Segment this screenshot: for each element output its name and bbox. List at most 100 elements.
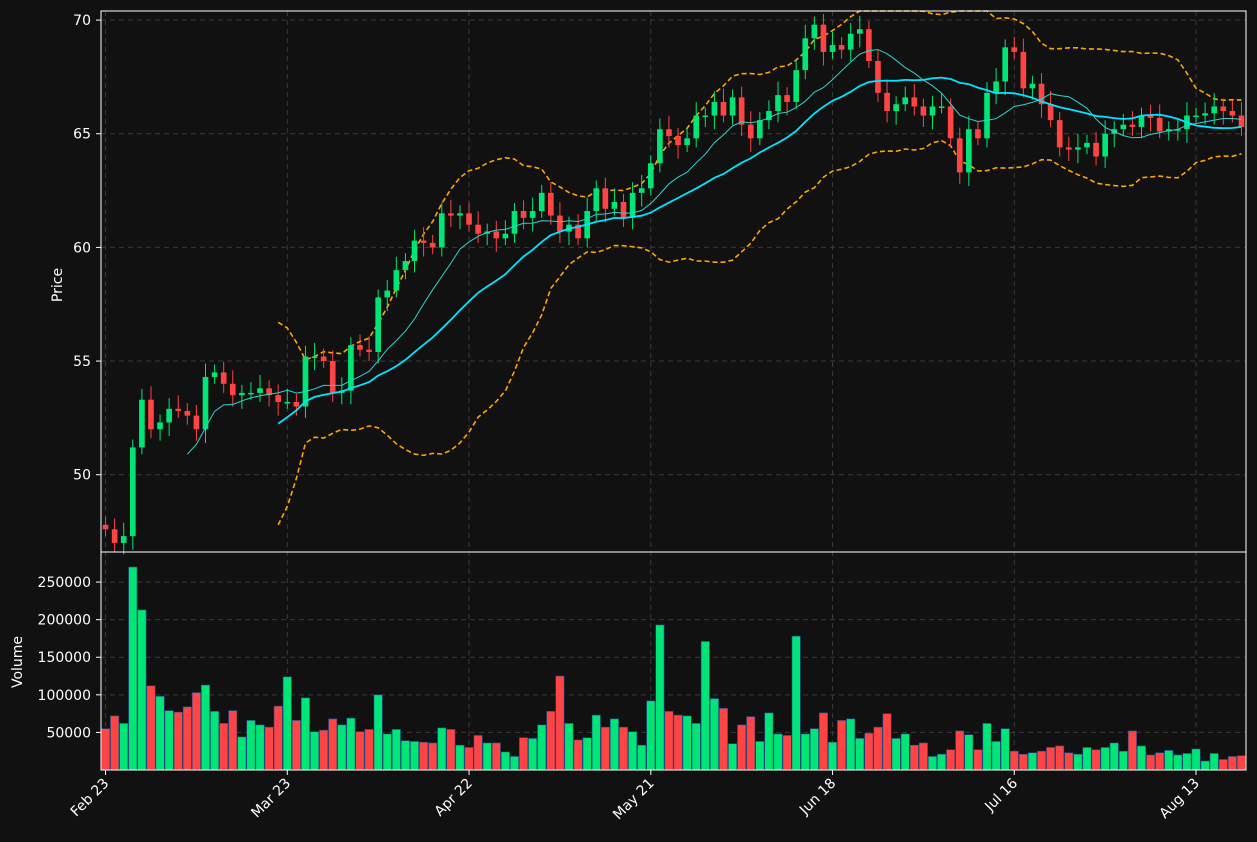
volume-bar [1218, 759, 1228, 771]
volume-bar [646, 700, 656, 771]
volume-bar [1073, 753, 1083, 771]
panel-frames [100, 10, 1247, 771]
candle-body [775, 95, 781, 112]
candle-body [1129, 124, 1136, 127]
candle-body [1202, 113, 1208, 116]
volume-bar [355, 731, 365, 771]
candle-body [202, 376, 209, 430]
candle-body [966, 129, 972, 173]
candle-body [675, 136, 681, 146]
candle-body [1093, 142, 1099, 157]
volume-bar [864, 732, 874, 771]
candle-body [1065, 147, 1072, 150]
volume-bars [101, 566, 1246, 771]
volume-tick-label: 200000 [38, 613, 91, 629]
volume-bar [210, 711, 220, 771]
moving-averages [186, 49, 1242, 455]
volume-bar [482, 742, 492, 771]
candle-body [893, 104, 899, 112]
volume-bar [946, 749, 956, 771]
candle-body [402, 261, 409, 271]
candle-body [784, 95, 790, 102]
volume-tick-label: 150000 [38, 650, 91, 666]
candle-body [329, 361, 336, 393]
candle-body [1120, 124, 1127, 130]
candle-body [229, 383, 236, 396]
candle-body [875, 61, 881, 93]
volume-bar [128, 566, 138, 771]
candle-body [1156, 117, 1163, 132]
volume-bar [891, 738, 901, 771]
candle-body [184, 411, 191, 416]
candle-body [302, 356, 309, 407]
price-axis-label: Price [50, 268, 66, 302]
candle-body [239, 392, 245, 396]
candle-body [1102, 133, 1108, 157]
volume-bar [410, 741, 419, 771]
volume-bar [1055, 745, 1065, 771]
volume-bar [828, 741, 838, 771]
volume-bar [691, 723, 701, 771]
price-tick-label: 65 [73, 127, 91, 143]
candle-body [111, 529, 118, 543]
volume-bar [182, 706, 192, 771]
candle-body [502, 233, 509, 239]
volume-panel-frame [100, 551, 1247, 771]
candle-body [193, 415, 200, 430]
volume-bar [637, 744, 647, 771]
candle-body [257, 388, 263, 393]
volume-bar [982, 723, 992, 771]
volume-bar [273, 705, 283, 771]
price-tick-label: 55 [73, 354, 91, 370]
volume-bar [818, 712, 828, 771]
volume-bar [164, 710, 174, 771]
volume-bar [955, 730, 965, 771]
volume-bar [837, 720, 847, 771]
candle-body [438, 213, 445, 248]
volume-bar [664, 711, 674, 771]
volume-bar [455, 744, 465, 771]
volume-bar [500, 751, 510, 771]
upper-band-line [277, 10, 1242, 361]
candle-body [993, 81, 999, 93]
volume-bar [1173, 754, 1183, 771]
volume-bar [873, 726, 883, 771]
volume-bar [773, 733, 783, 771]
volume-bar [264, 726, 274, 771]
bollinger-bands [277, 10, 1242, 526]
candle-body [375, 297, 381, 352]
candle-body [1238, 115, 1245, 127]
volume-tick-label: 100000 [38, 688, 91, 704]
candle-body [538, 192, 545, 212]
candle-body [220, 372, 227, 384]
volume-bar [391, 729, 401, 771]
candle-body [357, 345, 363, 350]
candle-body [511, 211, 518, 234]
volume-bar [800, 733, 810, 771]
candle-body [1138, 115, 1145, 127]
candle-body [448, 213, 454, 216]
volume-bar [191, 692, 201, 771]
volume-bar [855, 738, 865, 771]
volume-bar [1046, 747, 1056, 771]
candle-body [284, 401, 291, 404]
volume-bar [718, 708, 728, 771]
volume-bar [609, 718, 619, 771]
volume-bar [110, 715, 120, 771]
candle-body [738, 97, 745, 125]
candle-body [884, 92, 890, 112]
candle-body [766, 111, 772, 121]
candle-body [102, 524, 109, 530]
candle-body [811, 24, 818, 39]
volume-bar [319, 729, 329, 771]
candle-body [275, 395, 282, 402]
volume-bar [709, 698, 719, 771]
volume-bar [1100, 747, 1110, 771]
candle-body [520, 211, 527, 218]
candle-body [211, 372, 218, 377]
volume-bar [255, 724, 265, 771]
candle-body [1020, 51, 1027, 89]
volume-bar [1164, 750, 1174, 771]
candle-body [702, 115, 709, 118]
